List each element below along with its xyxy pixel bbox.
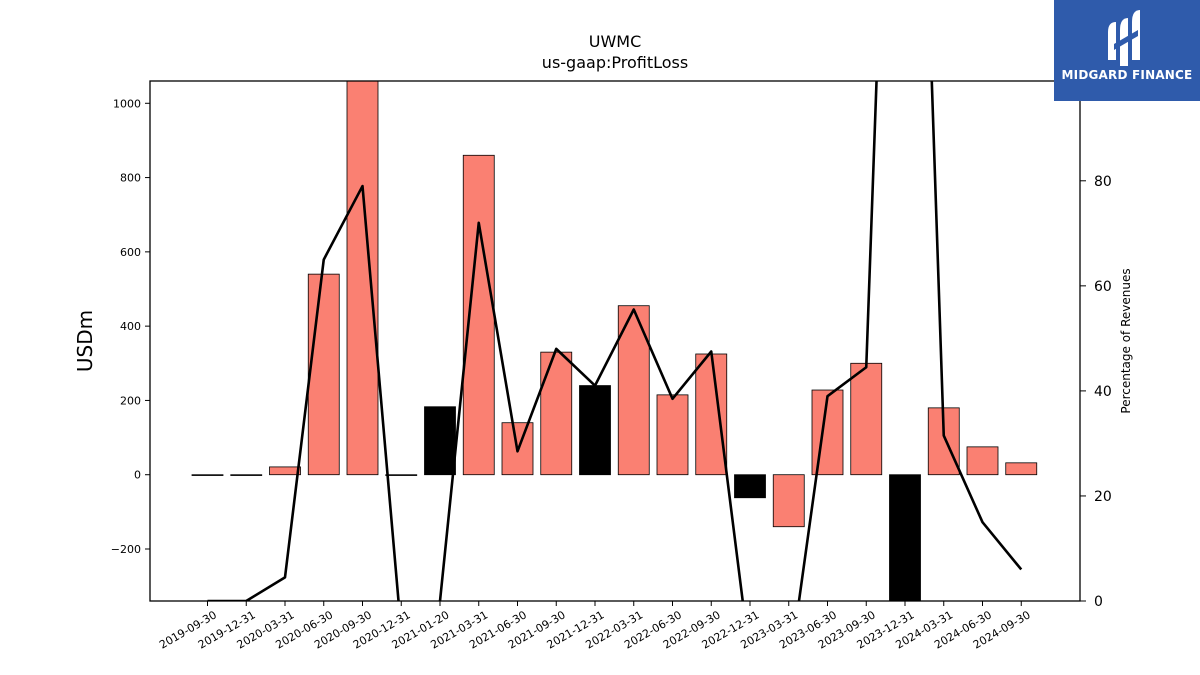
y-tick-label: 800 [120,172,141,185]
y-tick-label: 200 [120,394,141,407]
bar [889,474,921,601]
bar [579,385,611,476]
y2-axis-label: Percentage of Revenues [1119,268,1133,413]
plot-area [191,81,1038,601]
y-tick-label: 0 [134,469,141,482]
chart-subtitle: us-gaap:ProfitLoss [541,53,689,72]
y-tick-label: 400 [120,320,141,333]
bar [772,474,805,528]
y2-tick-label: 40 [1094,384,1112,400]
bar [695,353,728,476]
bar [850,362,883,476]
bar [385,474,418,476]
bar [966,446,999,476]
percentage-line [207,81,1023,601]
bar [540,351,573,476]
bar [346,81,379,476]
y-tick-label: 600 [120,246,141,259]
bar [462,154,495,476]
y2-tick-label: 60 [1094,279,1112,295]
bar [269,466,301,476]
bar [307,273,340,476]
y2-tick-label: 20 [1094,489,1112,505]
y-tick-label: 1000 [113,97,141,110]
midgard-finance-logo: MIDGARD FINANCE [1054,0,1200,101]
y2-tick-label: 80 [1094,174,1112,190]
y-axis-label: USDm [73,310,97,372]
y2-tick-label: 0 [1094,594,1103,610]
chart-title: UWMC [588,32,642,51]
bar [424,406,456,476]
bar [191,474,224,476]
bar [1005,462,1038,476]
bar [734,474,766,499]
y-tick-label: −200 [111,543,141,556]
midgard-logo-mark-icon [1108,10,1140,66]
bar [230,474,263,476]
plot-frame [149,80,1081,602]
logo-text: MIDGARD FINANCE [1061,68,1193,82]
bar [656,394,689,476]
